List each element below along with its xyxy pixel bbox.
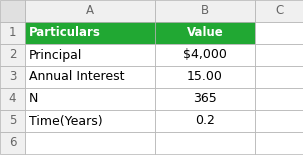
Bar	[0, 132, 25, 154]
Text: Particulars: Particulars	[29, 27, 101, 40]
Text: C: C	[275, 4, 283, 17]
Bar	[25, 0, 155, 22]
Bar	[155, 132, 255, 154]
Text: Principal: Principal	[29, 48, 82, 61]
Text: N: N	[29, 92, 38, 105]
Bar	[255, 132, 303, 154]
Bar	[255, 88, 303, 110]
Text: 3: 3	[9, 71, 16, 84]
Text: 15.00: 15.00	[187, 71, 223, 84]
Bar	[155, 110, 255, 132]
Bar	[155, 66, 255, 88]
Text: B: B	[201, 4, 209, 17]
Bar	[25, 88, 155, 110]
Bar	[0, 66, 25, 88]
Bar	[0, 0, 25, 22]
Bar	[0, 110, 25, 132]
Bar	[155, 0, 255, 22]
Text: Value: Value	[187, 27, 223, 40]
Text: 4: 4	[9, 92, 16, 105]
Bar	[0, 22, 25, 44]
Bar	[25, 66, 155, 88]
Bar	[25, 44, 155, 66]
Text: 2: 2	[9, 48, 16, 61]
Text: 6: 6	[9, 136, 16, 149]
Bar	[255, 22, 303, 44]
Bar	[25, 132, 155, 154]
Bar	[25, 22, 155, 44]
Bar	[255, 66, 303, 88]
Bar	[255, 0, 303, 22]
Text: Time(Years): Time(Years)	[29, 115, 103, 128]
Bar	[0, 44, 25, 66]
Text: 1: 1	[9, 27, 16, 40]
Text: 365: 365	[193, 92, 217, 105]
Text: Annual Interest: Annual Interest	[29, 71, 125, 84]
Bar	[155, 44, 255, 66]
Bar	[155, 88, 255, 110]
Text: 0.2: 0.2	[195, 115, 215, 128]
Text: $4,000: $4,000	[183, 48, 227, 61]
Bar	[255, 44, 303, 66]
Bar	[0, 88, 25, 110]
Bar	[25, 110, 155, 132]
Bar	[155, 22, 255, 44]
Text: 5: 5	[9, 115, 16, 128]
Bar	[255, 110, 303, 132]
Text: A: A	[86, 4, 94, 17]
